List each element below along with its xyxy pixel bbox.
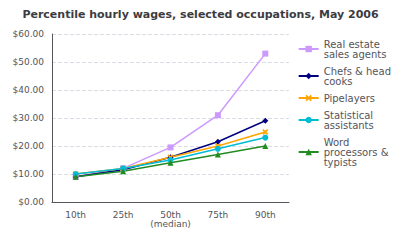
svg-text:Real estate: Real estate (323, 38, 380, 50)
svg-text:$0.00: $0.00 (18, 197, 44, 207)
svg-text:Percentile hourly wages, selec: Percentile hourly wages, selected occupa… (22, 8, 379, 21)
svg-text:typists: typists (324, 157, 357, 168)
svg-text:Chefs & head: Chefs & head (323, 65, 391, 77)
svg-text:Statistical: Statistical (323, 109, 374, 121)
svg-text:sales agents: sales agents (324, 49, 387, 60)
svg-text:Word: Word (323, 136, 350, 148)
svg-text:cooks: cooks (324, 76, 353, 87)
svg-text:25th: 25th (113, 210, 134, 220)
svg-text:(median): (median) (150, 219, 191, 229)
svg-text:75th: 75th (208, 210, 229, 220)
svg-text:$60.00: $60.00 (13, 29, 45, 39)
svg-text:$50.00: $50.00 (13, 57, 45, 67)
svg-text:$30.00: $30.00 (13, 113, 45, 123)
svg-text:50th: 50th (160, 209, 181, 220)
svg-text:processors &: processors & (323, 146, 389, 158)
svg-text:$40.00: $40.00 (13, 85, 45, 95)
svg-text:assistants: assistants (324, 120, 374, 131)
svg-text:10th: 10th (65, 210, 86, 220)
svg-text:Pipelayers: Pipelayers (324, 93, 375, 104)
svg-text:$10.00: $10.00 (13, 169, 45, 179)
svg-text:90th: 90th (255, 210, 276, 220)
svg-text:$20.00: $20.00 (13, 141, 45, 151)
